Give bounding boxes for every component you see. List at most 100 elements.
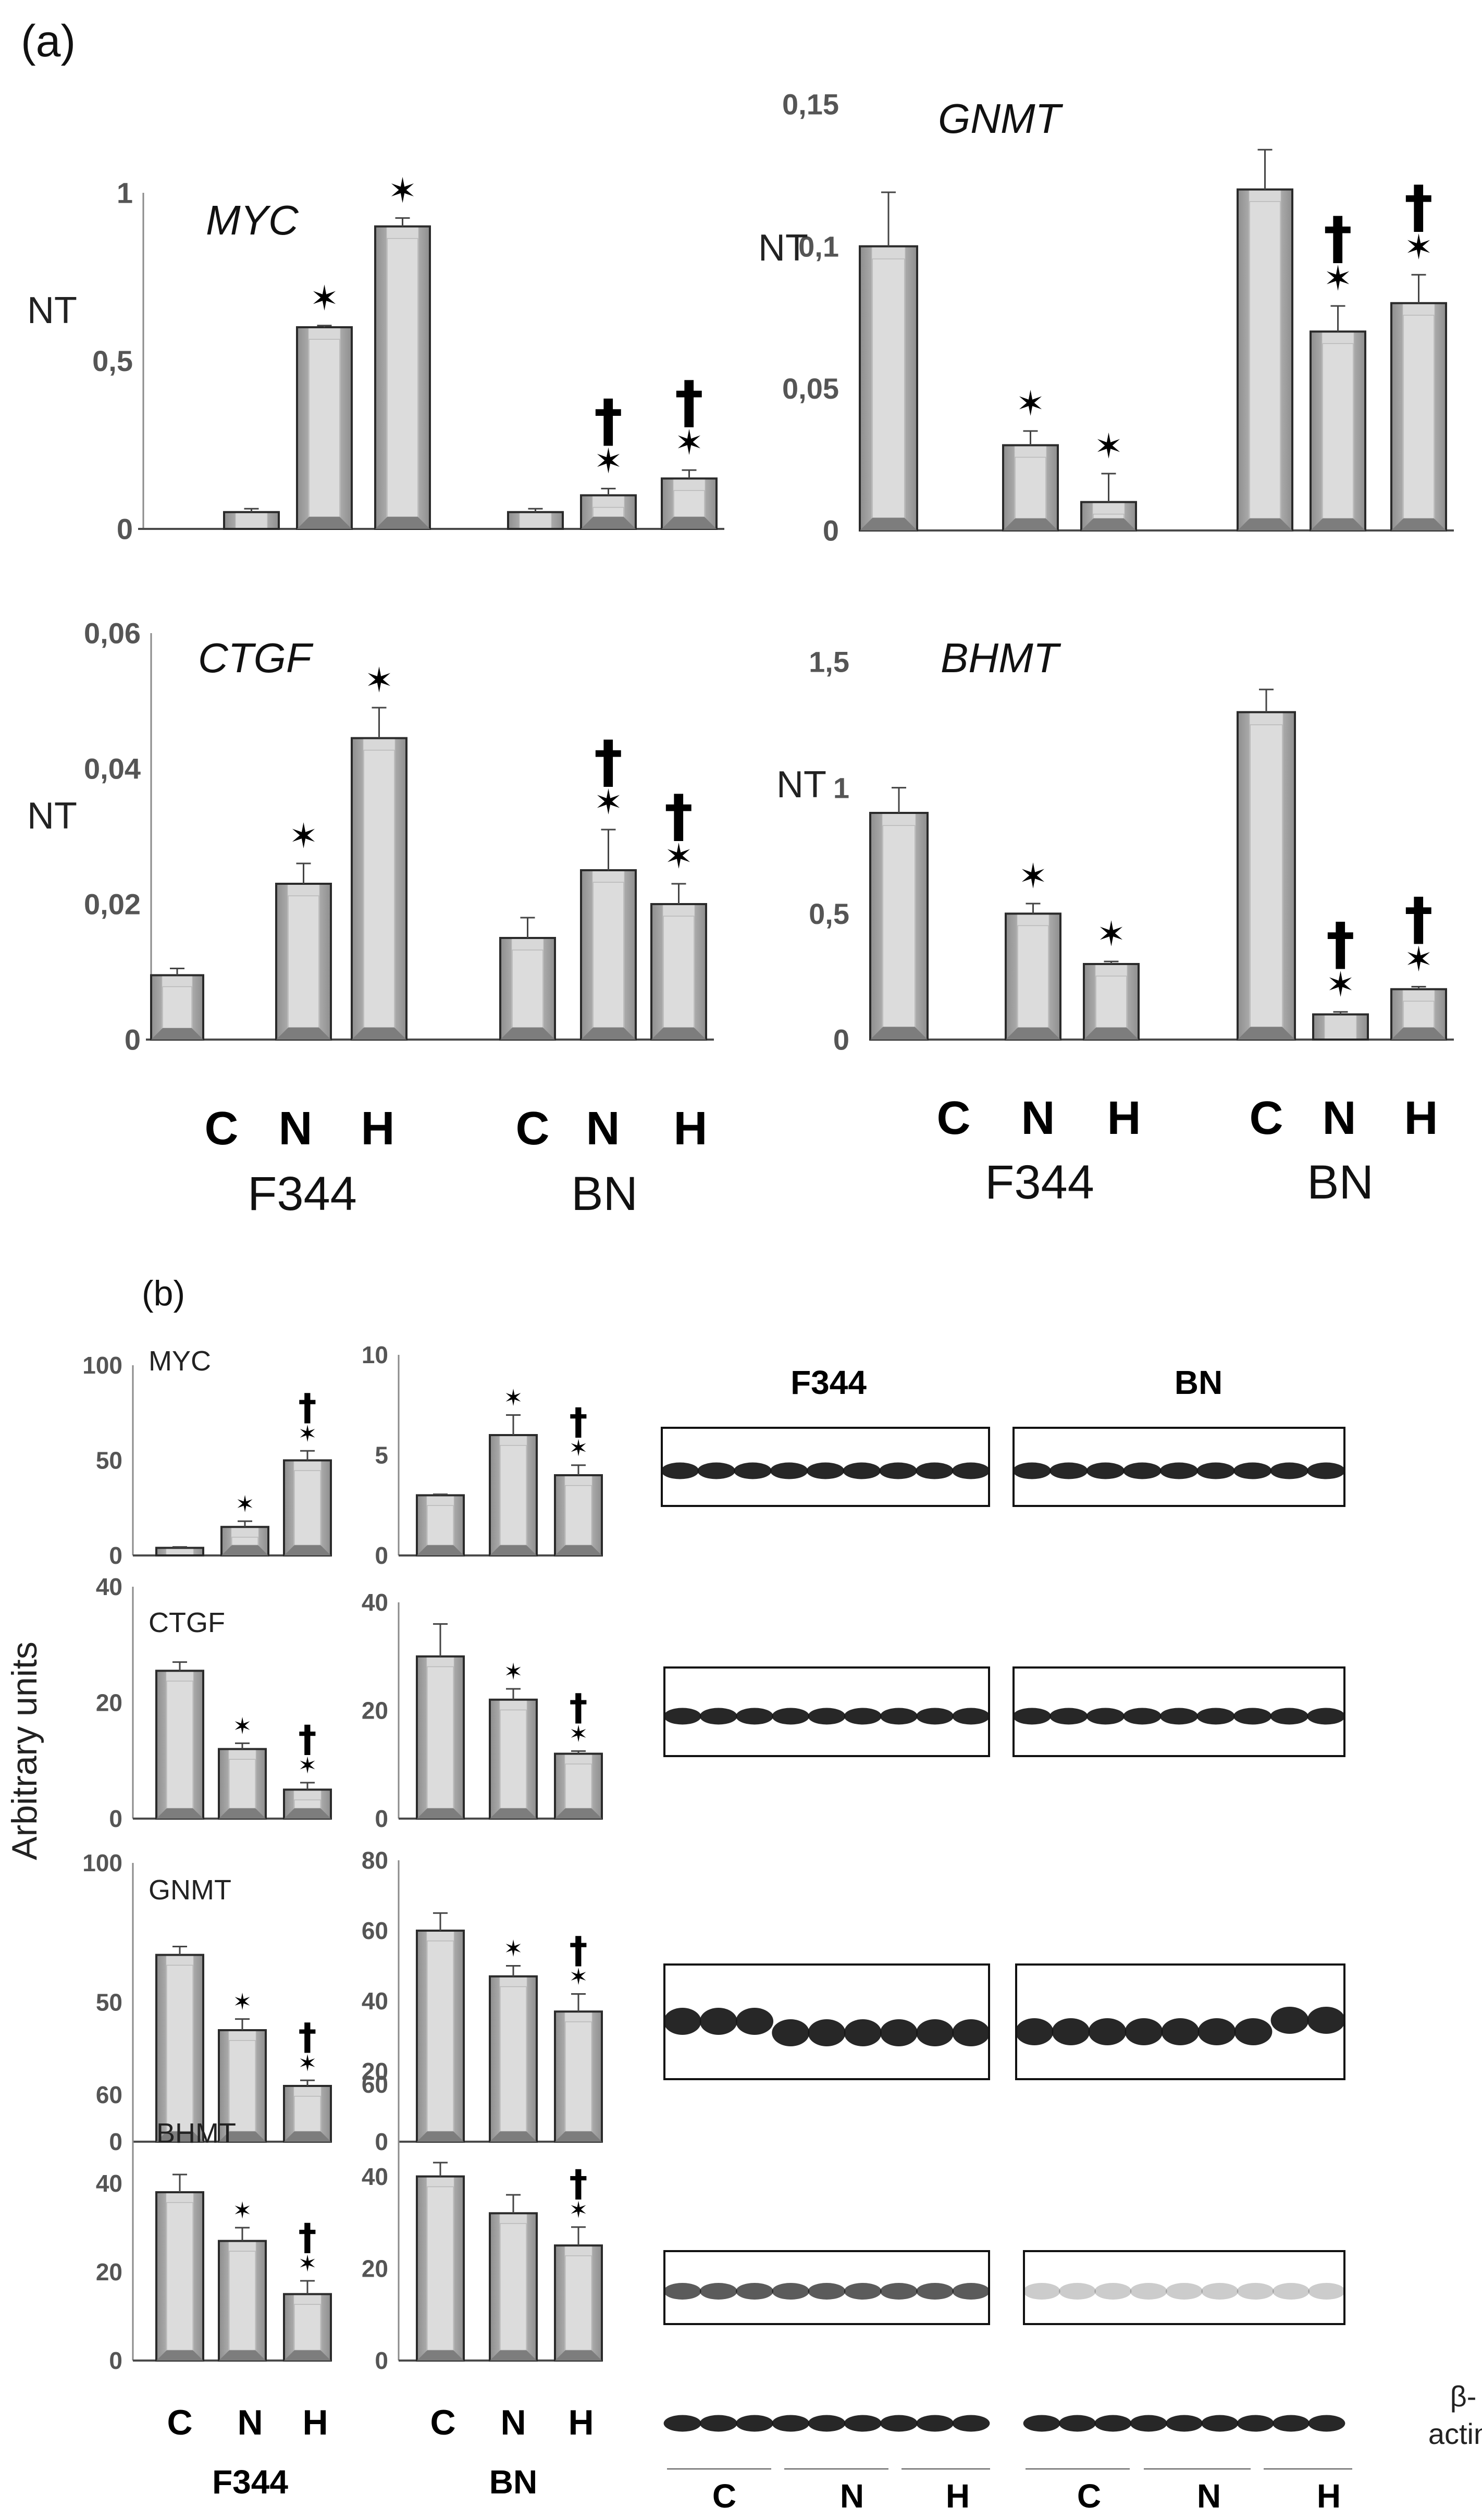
- y-tick-label: 60: [96, 2081, 122, 2108]
- blot-band: [1308, 2415, 1345, 2432]
- y-tick-label: 0: [117, 513, 133, 546]
- bar-bevel: [500, 1027, 555, 1040]
- bar: [1083, 963, 1140, 1041]
- bar-bevel: [581, 1027, 636, 1040]
- significance-dagger: †: [664, 782, 693, 849]
- blot-band: [952, 1462, 990, 1479]
- blot-band: [1125, 2018, 1163, 2045]
- blot-band: [1308, 2283, 1345, 2300]
- blot-band: [952, 1708, 990, 1725]
- bar-face: [1322, 343, 1354, 519]
- y-tick-label: 0: [125, 1023, 141, 1056]
- bar-bevel: [219, 2350, 266, 2361]
- bar-bevel: [417, 1808, 464, 1819]
- bar-bevel: [490, 2131, 537, 2142]
- blot-band: [1233, 1462, 1272, 1479]
- bar: [223, 511, 280, 530]
- blot-band: [1086, 1462, 1125, 1479]
- bar: [416, 1655, 465, 1820]
- bar-bevel: [156, 2350, 203, 2361]
- y-axis-label: NT: [27, 290, 77, 331]
- blot-band: [808, 1708, 846, 1725]
- bar-bevel: [297, 516, 352, 529]
- xlabel-h: H: [361, 1103, 395, 1155]
- xlabel-c: C: [1250, 1092, 1283, 1144]
- blot-band: [1012, 1462, 1051, 1479]
- blot-band: [1130, 2415, 1167, 2432]
- blot-band: [734, 1462, 772, 1479]
- blot-band: [1270, 1462, 1308, 1479]
- bar-bevel: [1238, 1027, 1295, 1040]
- chart-title: BHMT: [941, 635, 1061, 681]
- y-tick-label: 80: [362, 1847, 388, 1874]
- bar-face: [229, 2251, 256, 2351]
- significance-star: ✶: [569, 1435, 588, 1462]
- bar: [554, 2244, 603, 2362]
- chart-title: GNMT: [938, 95, 1064, 142]
- blot-panel: [663, 2415, 990, 2432]
- blot-band: [697, 1462, 735, 1479]
- y-tick-label: 0: [375, 2347, 388, 2374]
- bar-bevel: [662, 516, 717, 529]
- chart-title: CTGF: [198, 635, 314, 681]
- bar-face: [166, 1681, 193, 1809]
- significance-star: ✶: [1019, 856, 1047, 896]
- y-tick-label: 60: [362, 1917, 388, 1944]
- bar: [296, 326, 353, 530]
- blot-band: [1234, 2018, 1273, 2045]
- panel-a-xlabels-right: C N H C N H F344 BN: [937, 1092, 1438, 1209]
- xlabel-c: C: [516, 1103, 550, 1155]
- xlabel-h: H: [302, 2403, 328, 2442]
- blot-panel: [663, 2250, 990, 2325]
- y-tick-label: 40: [96, 1573, 122, 1600]
- bar-body: [1312, 1013, 1369, 1041]
- blot-band: [916, 1462, 954, 1479]
- group-label-bn: BN: [1307, 1156, 1374, 1209]
- bar: [155, 1670, 204, 1820]
- bar-face: [288, 895, 319, 1028]
- significance-dagger: †: [1404, 885, 1433, 952]
- bar-bevel: [555, 2131, 602, 2142]
- blot-band: [1049, 1462, 1088, 1479]
- y-tick-label: 0,06: [84, 617, 141, 650]
- blot-band: [1237, 2415, 1274, 2432]
- bar-face: [1015, 456, 1046, 519]
- blot-band: [770, 1462, 808, 1479]
- blot-band: [1094, 2283, 1132, 2300]
- significance-dagger: †: [675, 368, 703, 435]
- significance-star: ✶: [504, 1936, 523, 1962]
- blot-band: [1088, 2018, 1127, 2045]
- bar-face: [500, 1709, 527, 1809]
- group-label-bn: BN: [571, 1167, 638, 1220]
- significance-star: ✶: [569, 1721, 588, 1747]
- significance-star: ✶: [298, 2251, 317, 2277]
- y-tick-label: 0: [109, 1542, 122, 1569]
- lane-group-h: H: [1317, 2477, 1341, 2515]
- bar-bevel: [284, 2350, 331, 2361]
- blot-band: [808, 2019, 846, 2046]
- bar-body: [223, 511, 280, 530]
- blot-frame: [1023, 2250, 1345, 2325]
- blot-header-bn: BN: [1175, 1364, 1222, 1401]
- bar: [275, 883, 332, 1041]
- blot-band: [663, 1708, 701, 1725]
- blot-band: [736, 2283, 774, 2300]
- blot-band: [843, 1462, 881, 1479]
- blot-band: [1086, 1708, 1125, 1725]
- blot-band: [1023, 2415, 1060, 2432]
- blot-band: [880, 2019, 918, 2046]
- blot-band: [1272, 2415, 1310, 2432]
- y-tick-label: 0: [375, 1805, 388, 1832]
- significance-dagger: †: [299, 2016, 317, 2058]
- xlabel-n: N: [500, 2403, 526, 2442]
- bar-bevel: [284, 1545, 331, 1555]
- bar: [650, 903, 707, 1041]
- y-tick-label: 40: [362, 1987, 388, 2015]
- significance-star: ✶: [233, 2197, 252, 2224]
- significance-star: ✶: [1324, 258, 1352, 299]
- y-tick-label: 0,02: [84, 888, 141, 921]
- y-tick-label: 50: [96, 1447, 122, 1474]
- significance-star: ✶: [594, 441, 623, 481]
- y-tick-label: 40: [362, 1589, 388, 1616]
